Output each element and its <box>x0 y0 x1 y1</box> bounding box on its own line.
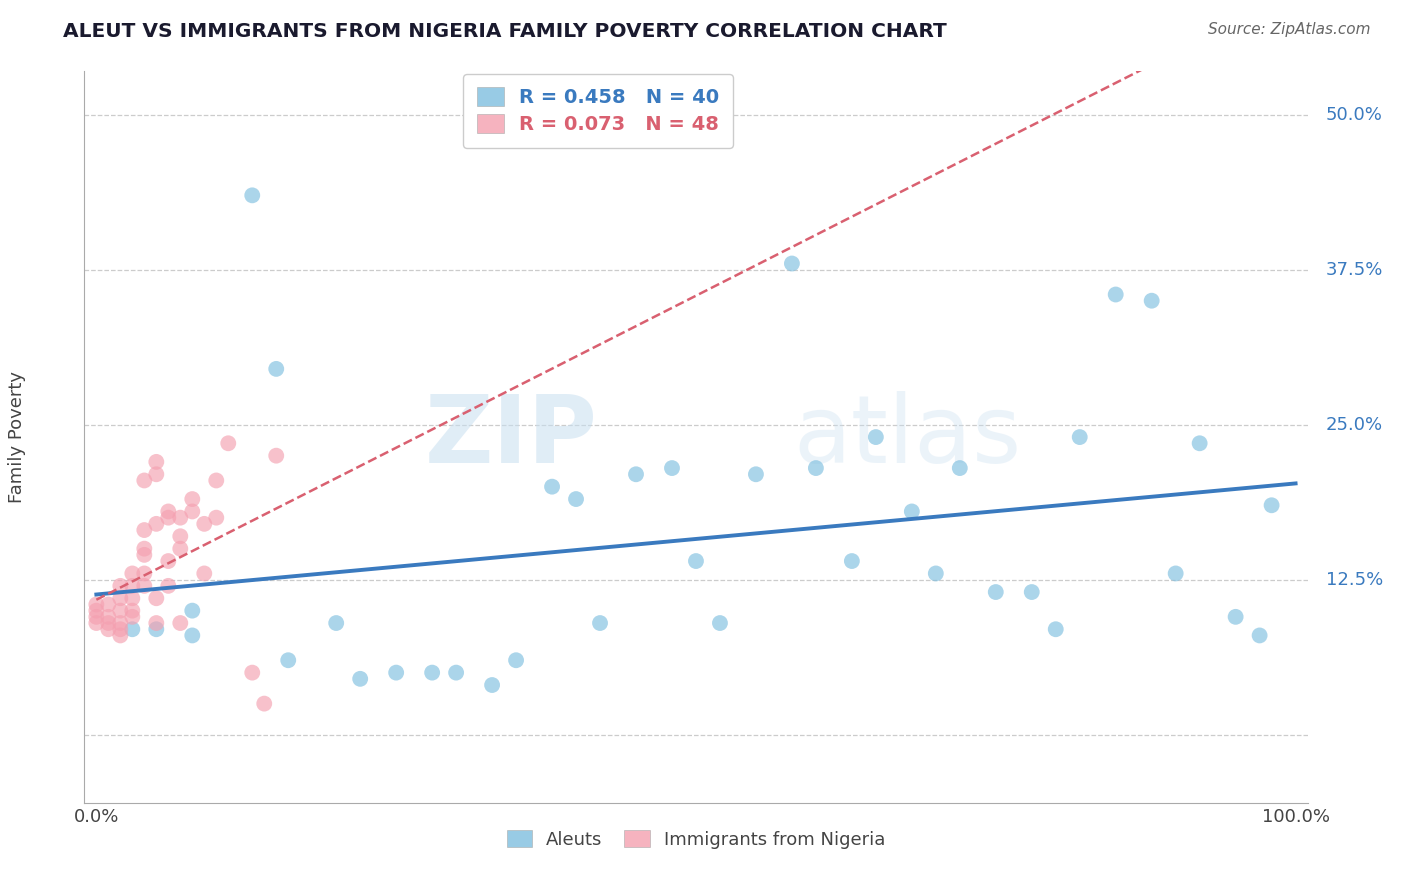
Point <box>685 554 707 568</box>
Text: atlas: atlas <box>794 391 1022 483</box>
Point <box>121 622 143 636</box>
Point <box>780 256 803 270</box>
Point <box>86 604 108 618</box>
Point <box>505 653 527 667</box>
Point <box>205 510 228 524</box>
Point <box>1021 585 1043 599</box>
Point <box>110 615 132 630</box>
Point <box>145 455 167 469</box>
Point <box>181 504 204 518</box>
Point <box>157 579 180 593</box>
Point <box>240 665 263 680</box>
Point <box>134 566 156 581</box>
Point <box>481 678 503 692</box>
Point <box>181 604 204 618</box>
Point <box>1188 436 1211 450</box>
Point <box>134 579 156 593</box>
Point <box>1105 287 1128 301</box>
Point <box>169 615 191 630</box>
Point <box>745 467 768 482</box>
Text: 50.0%: 50.0% <box>1326 106 1384 124</box>
Point <box>121 579 143 593</box>
Point <box>169 541 191 556</box>
Point <box>181 491 204 506</box>
Point <box>264 362 287 376</box>
Point <box>444 665 467 680</box>
Point <box>240 188 263 202</box>
Point <box>325 615 347 630</box>
Point <box>253 697 276 711</box>
Text: Source: ZipAtlas.com: Source: ZipAtlas.com <box>1208 22 1371 37</box>
Point <box>86 610 108 624</box>
Point <box>97 615 120 630</box>
Point <box>205 474 228 488</box>
Point <box>97 622 120 636</box>
Point <box>169 510 191 524</box>
Point <box>110 591 132 606</box>
Point <box>181 628 204 642</box>
Point <box>134 548 156 562</box>
Point <box>624 467 647 482</box>
Point <box>661 461 683 475</box>
Point <box>1164 566 1187 581</box>
Point <box>865 430 887 444</box>
Point <box>110 604 132 618</box>
Point <box>145 467 167 482</box>
Point <box>984 585 1007 599</box>
Point <box>420 665 443 680</box>
Point <box>121 604 143 618</box>
Point <box>841 554 863 568</box>
Point <box>134 523 156 537</box>
Point <box>121 566 143 581</box>
Point <box>541 480 564 494</box>
Point <box>110 628 132 642</box>
Point <box>110 622 132 636</box>
Point <box>157 554 180 568</box>
Point <box>193 566 215 581</box>
Point <box>264 449 287 463</box>
Point <box>169 529 191 543</box>
Text: 37.5%: 37.5% <box>1326 260 1384 278</box>
Point <box>86 615 108 630</box>
Point <box>925 566 948 581</box>
Point <box>217 436 239 450</box>
Point <box>145 516 167 531</box>
Point <box>589 615 612 630</box>
Text: 25.0%: 25.0% <box>1326 416 1384 434</box>
Text: Family Poverty: Family Poverty <box>8 371 27 503</box>
Point <box>804 461 827 475</box>
Point <box>193 516 215 531</box>
Text: ALEUT VS IMMIGRANTS FROM NIGERIA FAMILY POVERTY CORRELATION CHART: ALEUT VS IMMIGRANTS FROM NIGERIA FAMILY … <box>63 22 948 41</box>
Text: 12.5%: 12.5% <box>1326 571 1384 589</box>
Point <box>949 461 972 475</box>
Point <box>1260 498 1282 512</box>
Point <box>565 491 588 506</box>
Text: ZIP: ZIP <box>425 391 598 483</box>
Point <box>1069 430 1091 444</box>
Point <box>901 504 924 518</box>
Point <box>1249 628 1271 642</box>
Point <box>134 541 156 556</box>
Point <box>277 653 299 667</box>
Point <box>121 591 143 606</box>
Point <box>97 610 120 624</box>
Point <box>121 610 143 624</box>
Point <box>1225 610 1247 624</box>
Point <box>709 615 731 630</box>
Point <box>385 665 408 680</box>
Point <box>145 591 167 606</box>
Point <box>86 598 108 612</box>
Point <box>349 672 371 686</box>
Point <box>97 598 120 612</box>
Point <box>110 579 132 593</box>
Point <box>157 510 180 524</box>
Point <box>157 504 180 518</box>
Point <box>145 622 167 636</box>
Point <box>1045 622 1067 636</box>
Legend: Aleuts, Immigrants from Nigeria: Aleuts, Immigrants from Nigeria <box>496 819 896 860</box>
Point <box>134 474 156 488</box>
Point <box>145 615 167 630</box>
Point <box>1140 293 1163 308</box>
